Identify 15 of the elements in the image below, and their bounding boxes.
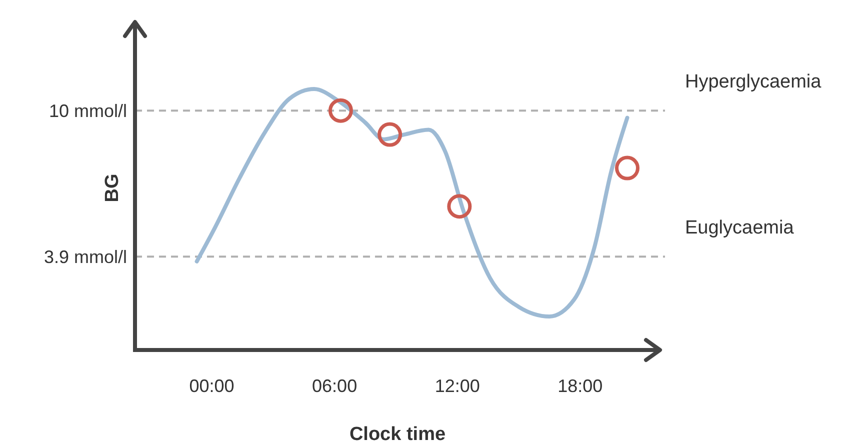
x-tick-label: 00:00	[189, 376, 234, 396]
x-axis-title: Clock time	[349, 424, 446, 445]
point	[447, 194, 472, 219]
y-tick-label: 10 mmol/l	[48, 100, 127, 121]
y-tick-label: 3.9 mmol/l	[44, 246, 127, 267]
point	[615, 156, 640, 180]
x-tick-label: 06:00	[312, 376, 358, 396]
x-tick-label: 18:00	[558, 376, 603, 396]
ref-line-label: Euglycaemia	[685, 218, 794, 239]
ref-line-label: Hyperglycaemia	[685, 72, 822, 93]
point	[378, 122, 402, 147]
point	[328, 98, 353, 123]
y-axis-title: BG	[102, 174, 123, 202]
x-tick-label: 12:00	[434, 376, 480, 396]
line-series	[194, 87, 630, 318]
